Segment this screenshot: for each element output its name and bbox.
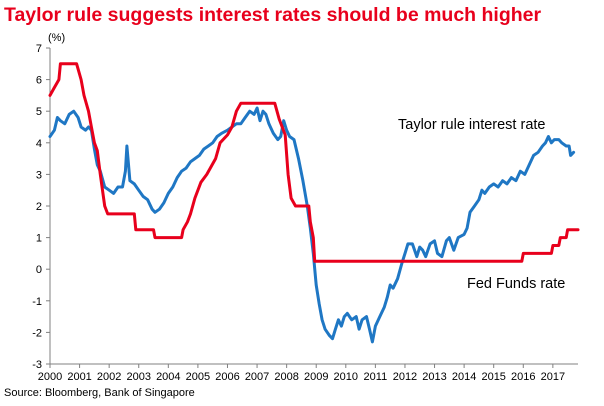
x-tick-label: 2001	[67, 371, 91, 383]
y-tick-label: -3	[32, 359, 42, 371]
x-tick-label: 2017	[541, 371, 565, 383]
series-label-taylor-rule: Taylor rule interest rate	[398, 117, 545, 133]
fed-funds-rate-line	[48, 62, 580, 263]
x-tick-label: 2004	[156, 371, 180, 383]
y-tick-label: 0	[36, 264, 42, 276]
x-tick-label: 2000	[38, 371, 62, 383]
chart-title: Taylor rule suggests interest rates shou…	[4, 4, 542, 26]
y-tick-label: 7	[36, 43, 42, 55]
chart-axes	[49, 48, 578, 365]
y-tick-label: 3	[36, 169, 42, 181]
x-tick-label: 2007	[245, 371, 269, 383]
y-tick-label: 5	[36, 106, 42, 118]
x-tick-label: 2016	[511, 371, 535, 383]
y-tick-label: 6	[36, 75, 42, 87]
x-tick-label: 2006	[215, 371, 239, 383]
x-tick-label: 2005	[186, 371, 210, 383]
taylor-rule-rate-line	[48, 106, 576, 344]
x-tick-label: 2002	[97, 371, 121, 383]
series-label-fed-funds: Fed Funds rate	[467, 276, 565, 292]
x-tick-label: 2003	[126, 371, 150, 383]
y-axis-ticks: -3 -2 -1 0 1 2 3 4 5 6 7	[32, 43, 50, 371]
x-axis-ticks: 2000 2001 2002 2003 2004 2005 2006 2007 2008 2009…	[38, 364, 565, 383]
y-tick-label: 2	[36, 201, 42, 213]
source-note: Source: Bloomberg, Bank of Singapore	[4, 387, 195, 399]
x-tick-label: 2009	[304, 371, 328, 383]
chart-series	[48, 62, 580, 344]
x-tick-label: 2012	[393, 371, 417, 383]
x-tick-label: 2015	[481, 371, 505, 383]
x-tick-label: 2011	[364, 371, 388, 383]
y-tick-label: 1	[36, 233, 42, 245]
x-tick-label: 2010	[334, 371, 358, 383]
y-axis-unit-label: (%)	[48, 32, 65, 44]
x-tick-label: 2014	[452, 371, 476, 383]
y-tick-label: -1	[32, 296, 42, 308]
x-tick-label: 2008	[274, 371, 298, 383]
y-tick-label: 4	[36, 138, 42, 150]
x-tick-label: 2013	[422, 371, 446, 383]
y-tick-label: -2	[32, 327, 42, 339]
